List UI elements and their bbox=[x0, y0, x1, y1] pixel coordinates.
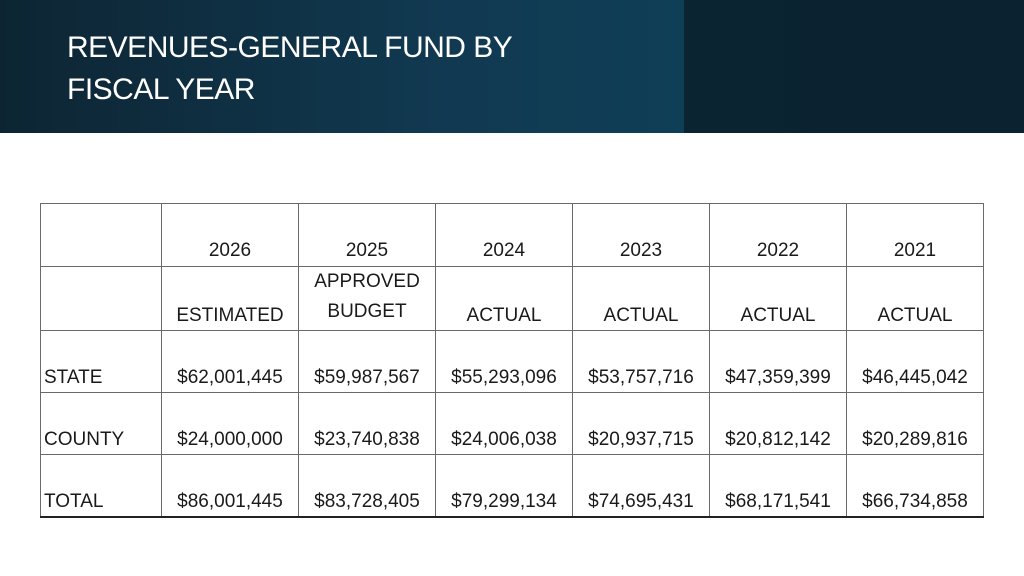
year-header-row: 2026 2025 2024 2023 2022 2021 bbox=[40, 203, 984, 267]
value-cell: $83,728,405 bbox=[298, 454, 436, 518]
year-cell: 2026 bbox=[161, 203, 299, 267]
type-cell-line1: APPROVED bbox=[314, 271, 420, 292]
type-cell: ACTUAL bbox=[709, 266, 847, 331]
slide-header: REVENUES-GENERAL FUND BY FISCAL YEAR bbox=[0, 0, 1024, 133]
value-cell: $24,006,038 bbox=[435, 392, 573, 455]
value-cell: $68,171,541 bbox=[709, 454, 847, 518]
value-cell: $24,000,000 bbox=[161, 392, 299, 455]
corner-cell bbox=[40, 266, 162, 331]
value-cell: $23,740,838 bbox=[298, 392, 436, 455]
table-row-total: TOTAL $86,001,445 $83,728,405 $79,299,13… bbox=[40, 454, 984, 518]
type-header-row: ESTIMATED APPROVED BUDGET ACTUAL ACTUAL … bbox=[40, 266, 984, 331]
value-cell: $55,293,096 bbox=[435, 330, 573, 393]
table-row-state: STATE $62,001,445 $59,987,567 $55,293,09… bbox=[40, 330, 984, 393]
year-cell: 2022 bbox=[709, 203, 847, 267]
value-cell: $20,812,142 bbox=[709, 392, 847, 455]
type-cell: ACTUAL bbox=[572, 266, 710, 331]
value-cell: $47,359,399 bbox=[709, 330, 847, 393]
value-cell: $74,695,431 bbox=[572, 454, 710, 518]
type-cell: ESTIMATED bbox=[161, 266, 299, 331]
value-cell: $53,757,716 bbox=[572, 330, 710, 393]
year-cell: 2023 bbox=[572, 203, 710, 267]
table-row-county: COUNTY $24,000,000 $23,740,838 $24,006,0… bbox=[40, 392, 984, 455]
row-label: COUNTY bbox=[40, 392, 162, 455]
year-cell: 2025 bbox=[298, 203, 436, 267]
value-cell: $79,299,134 bbox=[435, 454, 573, 518]
value-cell: $62,001,445 bbox=[161, 330, 299, 393]
type-cell: APPROVED BUDGET bbox=[298, 266, 436, 331]
value-cell: $46,445,042 bbox=[846, 330, 984, 393]
type-cell-line2: BUDGET bbox=[327, 301, 407, 322]
year-cell: 2024 bbox=[435, 203, 573, 267]
corner-cell bbox=[40, 203, 162, 267]
year-cell: 2021 bbox=[846, 203, 984, 267]
value-cell: $66,734,858 bbox=[846, 454, 984, 518]
type-cell: ACTUAL bbox=[435, 266, 573, 331]
row-label: TOTAL bbox=[40, 454, 162, 518]
value-cell: $86,001,445 bbox=[161, 454, 299, 518]
slide-title: REVENUES-GENERAL FUND BY FISCAL YEAR bbox=[67, 27, 667, 111]
value-cell: $59,987,567 bbox=[298, 330, 436, 393]
revenue-table: 2026 2025 2024 2023 2022 2021 ESTIMATED … bbox=[40, 203, 984, 518]
row-label: STATE bbox=[40, 330, 162, 393]
slide-title-line1: REVENUES-GENERAL FUND BY bbox=[67, 31, 513, 64]
value-cell: $20,289,816 bbox=[846, 392, 984, 455]
value-cell: $20,937,715 bbox=[572, 392, 710, 455]
slide-title-line2: FISCAL YEAR bbox=[67, 73, 255, 106]
type-cell: ACTUAL bbox=[846, 266, 984, 331]
